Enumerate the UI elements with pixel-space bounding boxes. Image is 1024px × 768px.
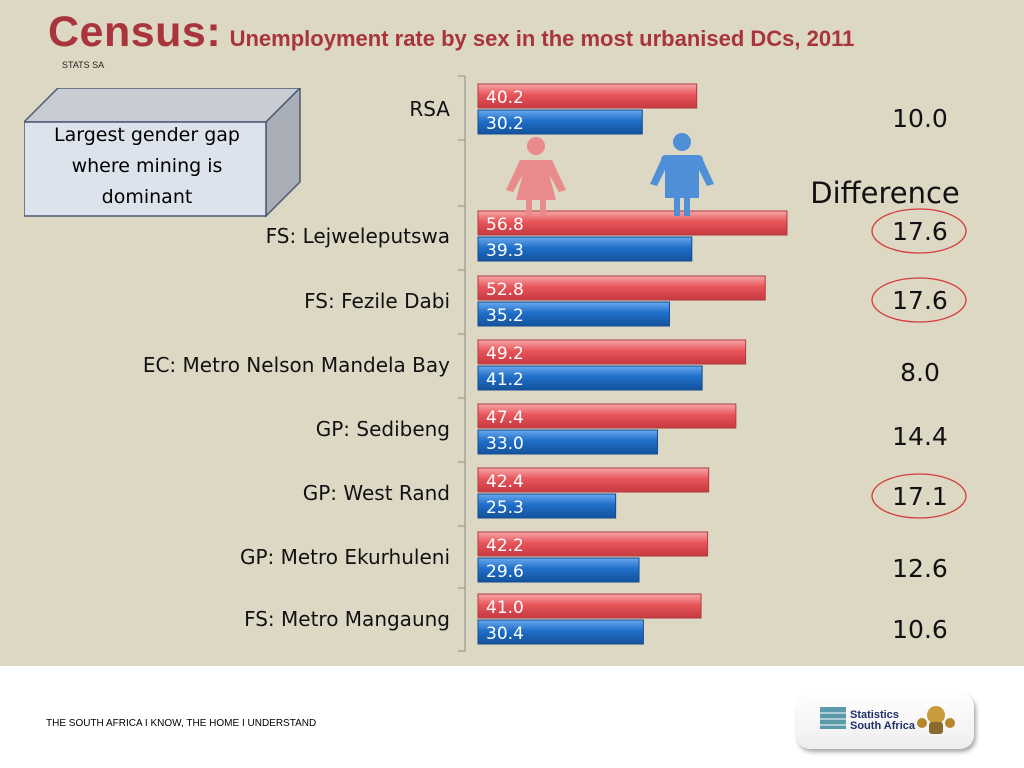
value-label: 56.8 [486,215,524,235]
category-label: FS: Fezile Dabi [304,289,450,313]
value-label: 39.3 [486,241,524,261]
value-label: 42.2 [486,536,524,556]
value-label: 52.8 [486,280,524,300]
callout-box [24,88,302,218]
female-bar [477,467,710,493]
value-label: 41.2 [486,370,524,390]
male-bar [477,365,703,391]
female-bar [477,83,698,109]
male-bar [477,301,670,327]
male-figure-icon [650,133,714,216]
logo-graphic [820,706,955,734]
title-main: Census: [48,8,222,56]
difference-value: 8.0 [900,358,940,387]
difference-value: 17.6 [892,286,948,315]
highlight-circle [871,208,967,254]
highlight-circle [871,473,967,519]
female-bar [477,339,747,365]
bar-chart: RSA 40.2 30.2 FS: Lejweleputswa 56.8 39.3 FS: … [143,75,967,652]
difference-value: 14.4 [892,422,948,451]
female-bar [477,403,737,429]
title-subtitle: Unemployment rate by sex in the most urb… [229,26,855,51]
stats-sa-logo: Statistics South Africa [796,693,974,749]
female-bar [477,593,702,619]
difference-value: 17.6 [892,217,948,246]
male-bar [477,429,659,455]
difference-value: 10.6 [892,615,948,644]
source-note: STATS SA [62,60,105,70]
female-figure-icon [506,137,566,216]
logo-line-2: South Africa [850,720,915,732]
category-label: RSA [409,97,450,121]
value-label: 49.2 [486,344,524,364]
value-label: 30.2 [486,114,524,134]
value-label: 35.2 [486,306,524,326]
female-bar [477,275,766,301]
logo-text: Statistics South Africa [850,710,915,732]
female-bar [477,210,788,236]
callout-text: Largest gender gap where mining is domin… [53,124,240,208]
category-label: EC: Metro Nelson Mandela Bay [143,353,450,377]
category-label: FS: Metro Mangaung [244,607,450,631]
logo-line-1: Statistics [850,709,899,721]
category-label: GP: Metro Ekurhuleni [240,545,450,569]
category-label: GP: West Rand [303,481,450,505]
value-label: 42.4 [486,472,524,492]
value-label: 41.0 [486,598,524,618]
value-label: 30.4 [486,624,524,644]
difference-value: 17.1 [892,482,948,511]
category-label: FS: Lejweleputswa [266,224,450,248]
footer-tagline: THE SOUTH AFRICA I KNOW, THE HOME I UNDE… [46,718,317,729]
male-bar [477,109,643,135]
value-label: 29.6 [486,562,524,582]
slide-title: Census: Unemployment rate by sex in the … [48,8,854,57]
value-label: 47.4 [486,408,524,428]
category-label: GP: Sedibeng [316,417,450,441]
male-bar [477,619,644,645]
difference-value: 12.6 [892,554,948,583]
highlight-circle [871,277,967,323]
male-bar [477,493,617,519]
male-bar [477,236,693,262]
difference-title: Difference [810,176,960,210]
value-label: 40.2 [486,88,524,108]
value-label: 25.3 [486,498,524,518]
difference-value: 10.0 [892,104,948,133]
value-label: 33.0 [486,434,524,454]
female-bar [477,531,709,557]
male-bar [477,557,640,583]
